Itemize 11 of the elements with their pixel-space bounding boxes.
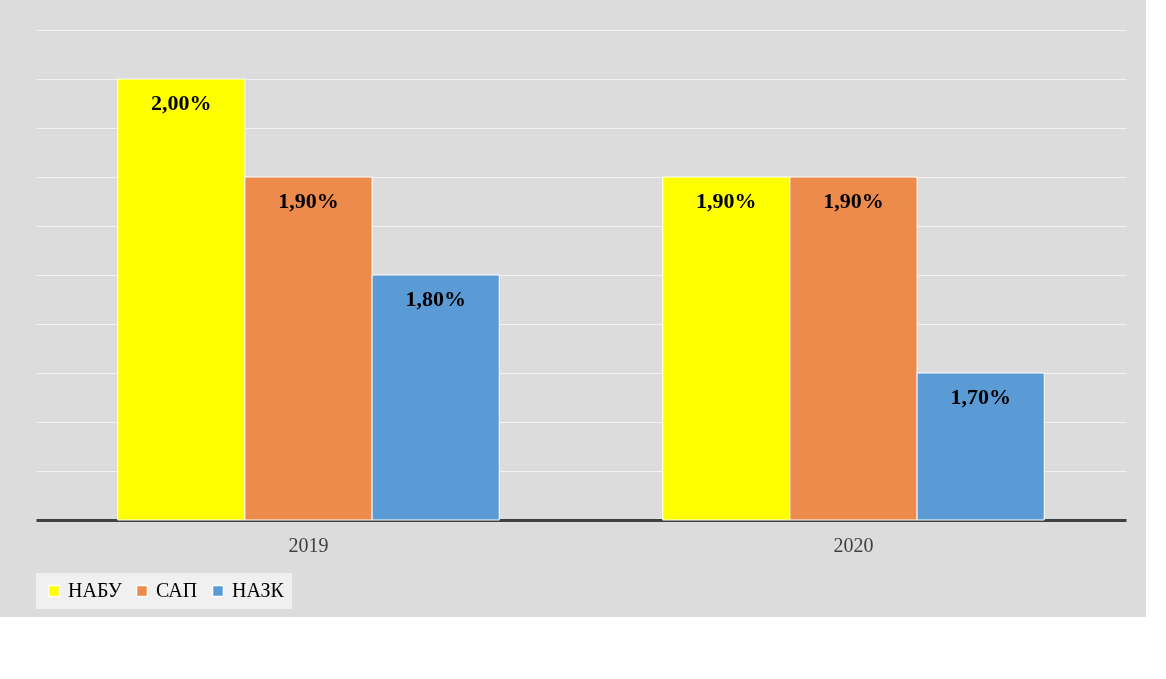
data-label: 1,80% [405,286,466,311]
legend-label: НАЗК [232,579,285,601]
data-label: 1,90% [278,188,339,213]
data-label: 1,70% [950,384,1011,409]
legend-label: НАБУ [68,579,123,601]
data-label: 1,90% [823,188,884,213]
data-label: 1,90% [696,188,757,213]
x-tick-label: 2019 [288,533,329,556]
x-tick-label: 2020 [833,533,874,556]
legend-label: САП [156,579,198,601]
data-label: 2,00% [151,90,212,115]
